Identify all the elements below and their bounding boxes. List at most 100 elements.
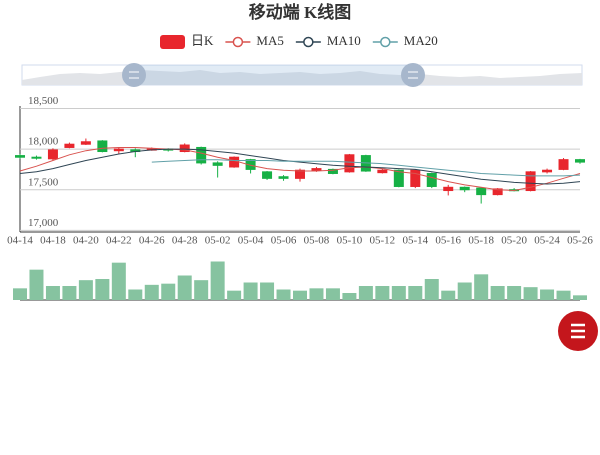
x-tick-label: 05-04 — [238, 235, 264, 247]
volume-bar — [144, 284, 159, 300]
y-tick-label: 17,000 — [28, 217, 59, 229]
volume-bar — [391, 286, 406, 300]
candle-body — [476, 187, 487, 196]
candle-body — [245, 159, 256, 170]
x-tick-label: 04-14 — [7, 235, 33, 247]
y-tick-label: 18,000 — [28, 136, 59, 148]
zoom-handle[interactable] — [122, 63, 146, 87]
x-tick-label: 05-26 — [567, 235, 593, 247]
x-tick-label: 05-12 — [370, 235, 396, 247]
candle-body — [542, 169, 553, 173]
volume-bar — [177, 275, 192, 300]
volume-bar — [62, 286, 77, 300]
legend-icon — [303, 36, 314, 48]
legend-icon — [232, 36, 244, 48]
volume-bar — [309, 288, 324, 300]
volume-bar — [13, 288, 27, 300]
volume-bar — [78, 280, 93, 300]
volume-bar — [358, 286, 373, 300]
x-tick-label: 04-22 — [106, 235, 132, 247]
legend-label: MA20 — [404, 33, 438, 48]
candle-body — [525, 171, 536, 192]
candle-body — [97, 140, 108, 153]
volume-bar — [342, 293, 357, 300]
volume-bar — [111, 262, 126, 300]
volume-bar — [293, 290, 307, 300]
zoom-shadow — [22, 70, 582, 85]
volume-bar — [325, 288, 340, 300]
x-tick-label: 05-08 — [304, 235, 330, 247]
candle-body — [443, 186, 454, 192]
volume-bar — [523, 287, 538, 300]
candle-body — [377, 169, 388, 174]
candle-body — [212, 162, 223, 166]
x-tick-label: 04-28 — [172, 235, 198, 247]
candle-body — [15, 155, 25, 158]
data-zoom[interactable] — [21, 63, 583, 87]
candle-body — [31, 156, 42, 159]
x-tick-label: 04-26 — [139, 235, 165, 247]
volume-bar — [260, 282, 275, 300]
candle-body — [410, 169, 421, 187]
candle-body — [575, 159, 585, 163]
candle-body — [262, 171, 273, 179]
candle-body — [64, 143, 75, 148]
volume-bar — [210, 261, 225, 300]
chart-title: 移动端 K线图 — [249, 2, 351, 22]
candle-body — [558, 159, 569, 170]
candle-body — [327, 168, 338, 174]
x-tick-label: 05-16 — [435, 235, 461, 247]
volume-bar — [490, 286, 505, 300]
candle-body — [229, 156, 240, 168]
candle-body — [113, 148, 124, 152]
candle-body — [459, 186, 470, 191]
candle-body — [295, 169, 305, 179]
volume-bar — [243, 282, 258, 300]
candle-body — [80, 141, 91, 145]
ma-line — [151, 159, 581, 177]
volume-bar — [161, 283, 176, 300]
volume-bar — [408, 286, 423, 300]
candle-body — [196, 146, 207, 164]
candle-body — [344, 154, 355, 173]
legend-icon — [160, 35, 185, 49]
volume-bar — [424, 279, 439, 300]
y-tick-label: 17,500 — [28, 176, 59, 188]
candle-body — [179, 144, 190, 153]
volume-bar — [227, 290, 242, 300]
volume-bar — [540, 289, 555, 300]
y-tick-label: 18,500 — [28, 95, 59, 107]
legend-label: MA5 — [256, 33, 283, 48]
volume-bar — [573, 295, 587, 300]
volume-bar — [45, 286, 60, 300]
x-tick-label: 04-18 — [40, 235, 66, 247]
x-tick-label: 05-06 — [271, 235, 297, 247]
volume-bar — [441, 290, 456, 300]
volume-bar — [556, 290, 571, 300]
x-tick-label: 05-10 — [337, 235, 363, 247]
x-tick-label: 05-14 — [402, 235, 428, 247]
x-tick-label: 05-24 — [534, 235, 560, 247]
x-tick-label: 04-20 — [73, 235, 99, 247]
candle-body — [278, 176, 289, 179]
candle-body — [311, 168, 322, 171]
candle-body — [426, 172, 437, 187]
volume-bar — [95, 279, 110, 300]
x-tick-label: 05-02 — [205, 235, 231, 247]
ma-line — [19, 147, 581, 192]
zoom-window[interactable] — [134, 65, 413, 85]
zoom-handle[interactable] — [401, 63, 425, 87]
candle-body — [47, 149, 58, 160]
ma-line — [19, 148, 581, 185]
volume-bar — [457, 282, 472, 300]
volume-bar — [474, 274, 489, 300]
legend-label: 日K — [191, 33, 214, 48]
legend-label: MA10 — [327, 33, 361, 48]
x-tick-label: 05-18 — [468, 235, 494, 247]
legend-icon — [380, 36, 391, 48]
x-tick-label: 05-20 — [501, 235, 527, 247]
volume-bar — [194, 280, 209, 300]
menu-button[interactable] — [558, 311, 598, 351]
volume-bar — [29, 269, 44, 300]
